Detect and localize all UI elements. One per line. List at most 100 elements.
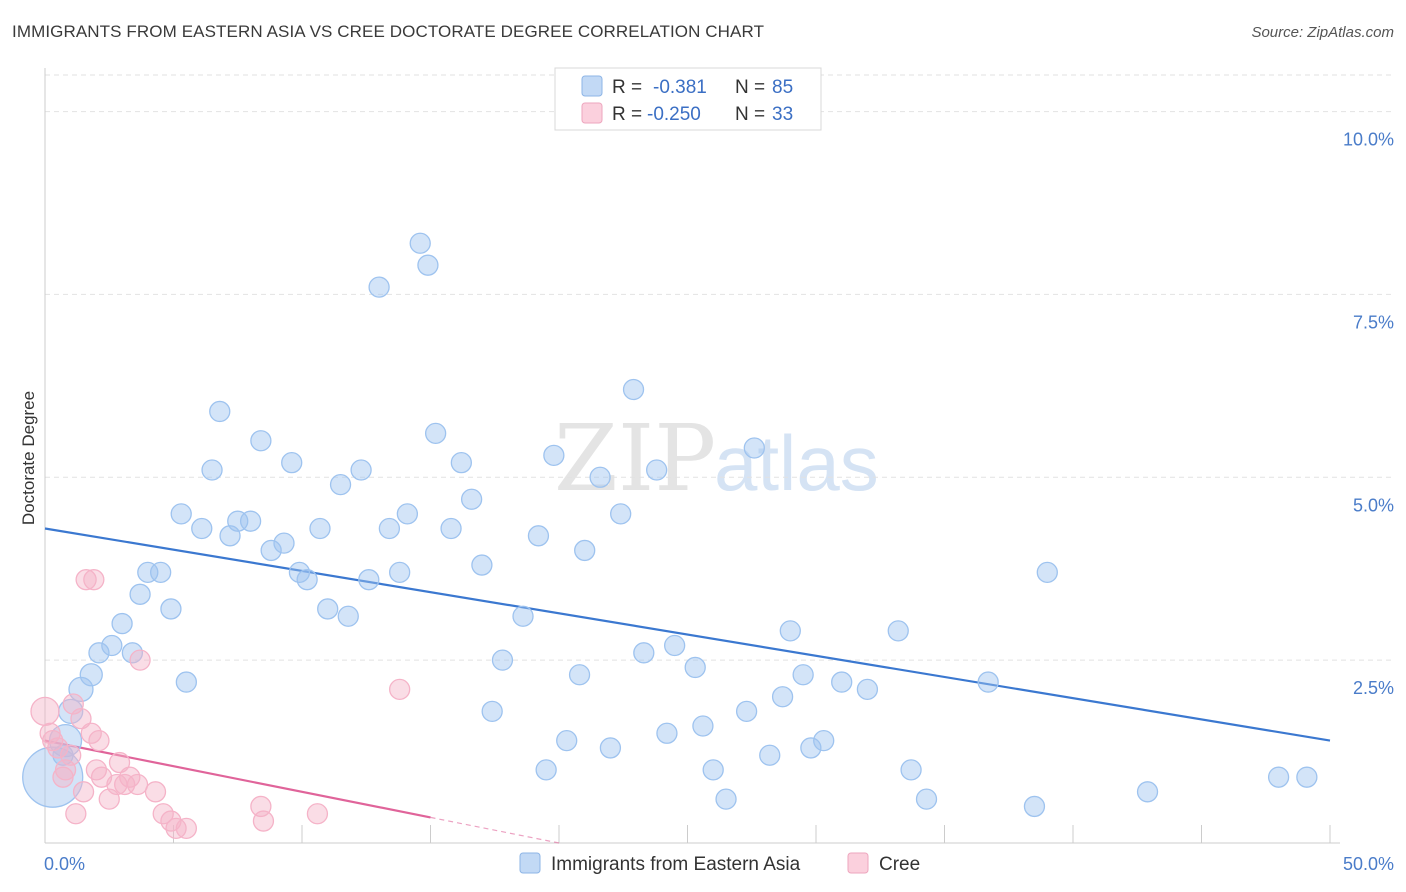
point-eastern-asia <box>1136 781 1159 803</box>
point-eastern-asia <box>527 525 550 547</box>
point-eastern-asia <box>1296 766 1318 788</box>
axes: 2.5% 5.0% 7.5% 10.0% <box>44 68 1394 844</box>
point-eastern-asia <box>111 612 133 635</box>
point-eastern-asia <box>129 583 151 605</box>
point-eastern-asia <box>622 378 645 401</box>
point-eastern-asia <box>281 452 303 474</box>
point-eastern-asia <box>149 561 172 584</box>
y-tick-label: 5.0% <box>1353 495 1394 515</box>
point-eastern-asia <box>378 517 401 540</box>
point-eastern-asia <box>409 232 431 254</box>
point-eastern-asia <box>1036 561 1058 584</box>
point-eastern-asia <box>337 605 359 627</box>
point-eastern-asia <box>191 517 213 540</box>
legend-n-label: N = <box>735 77 765 98</box>
trend-lines <box>44 527 1331 844</box>
point-eastern-asia <box>450 452 472 474</box>
point-cree <box>83 569 105 591</box>
x-tick-label-min: 0.0% <box>44 854 85 874</box>
point-eastern-asia <box>1023 795 1046 818</box>
point-cree <box>252 810 275 832</box>
point-eastern-asia <box>535 759 557 781</box>
legend-r-label: R = <box>612 104 642 125</box>
legend-n-value: 85 <box>772 77 793 98</box>
point-eastern-asia <box>296 569 318 591</box>
point-cree <box>306 803 329 825</box>
legend-r-label: R = <box>612 77 642 98</box>
point-eastern-asia <box>759 744 781 766</box>
point-eastern-asia <box>329 473 352 496</box>
point-cree <box>70 708 92 730</box>
point-cree <box>30 696 60 726</box>
point-cree <box>108 751 131 774</box>
svg-text:ZIP: ZIP <box>554 405 716 512</box>
point-eastern-asia <box>137 561 159 584</box>
point-eastern-asia <box>309 517 331 540</box>
point-eastern-asia <box>915 788 938 810</box>
point-eastern-asia <box>424 422 447 445</box>
legend-swatch-blue <box>581 75 603 97</box>
point-cree <box>72 781 95 803</box>
point-cree <box>65 803 87 825</box>
legend-r-value: -0.250 <box>647 104 701 125</box>
data-points <box>22 232 1318 840</box>
point-eastern-asia <box>664 634 686 657</box>
y-tick-label: 2.5% <box>1353 678 1394 698</box>
svg-text:atlas: atlas <box>714 419 879 507</box>
point-eastern-asia <box>440 517 462 540</box>
point-eastern-asia <box>599 737 622 759</box>
point-cree <box>126 773 149 796</box>
point-eastern-asia <box>512 605 534 627</box>
point-eastern-asia <box>543 444 565 466</box>
point-eastern-asia <box>779 620 801 642</box>
point-eastern-asia <box>887 620 909 642</box>
point-eastern-asia <box>574 539 596 562</box>
point-eastern-asia <box>1267 766 1290 788</box>
point-eastern-asia <box>800 737 822 759</box>
point-eastern-asia <box>610 503 632 525</box>
point-eastern-asia <box>656 722 678 744</box>
point-eastern-asia <box>684 656 706 679</box>
point-eastern-asia <box>227 510 249 532</box>
point-eastern-asia <box>260 539 282 562</box>
point-eastern-asia <box>239 510 262 532</box>
point-eastern-asia <box>646 459 668 481</box>
point-eastern-asia <box>101 634 123 657</box>
point-eastern-asia <box>735 700 758 722</box>
point-eastern-asia <box>491 649 514 671</box>
point-cree <box>389 678 411 701</box>
point-eastern-asia <box>368 276 390 298</box>
point-eastern-asia <box>79 663 103 687</box>
point-eastern-asia <box>201 459 223 481</box>
point-eastern-asia <box>396 503 419 525</box>
point-eastern-asia <box>160 598 182 620</box>
point-eastern-asia <box>743 437 765 459</box>
point-eastern-asia <box>977 671 999 693</box>
point-eastern-asia <box>417 254 439 276</box>
source-label: Source: ZipAtlas.com <box>1251 24 1394 41</box>
point-eastern-asia <box>831 671 853 693</box>
point-cree <box>60 744 82 766</box>
point-eastern-asia <box>350 459 372 481</box>
point-eastern-asia <box>170 503 192 525</box>
legend-n-label: N = <box>735 104 765 125</box>
point-eastern-asia <box>481 700 503 722</box>
point-eastern-asia <box>460 488 483 510</box>
point-cree <box>144 781 167 803</box>
point-cree <box>175 817 198 840</box>
series-legend: Immigrants from Eastern Asia Cree <box>519 852 920 875</box>
point-eastern-asia <box>273 532 295 554</box>
trend-line-eastern-asia <box>44 527 1331 742</box>
series-legend-swatch-pink <box>847 852 869 874</box>
series-legend-label: Cree <box>879 854 920 875</box>
point-eastern-asia <box>209 400 231 423</box>
trend-line-cree-extension <box>430 816 560 844</box>
trend-line-cree <box>44 739 431 819</box>
y-tick-label: 7.5% <box>1353 312 1394 332</box>
point-eastern-asia <box>471 554 493 576</box>
point-eastern-asia <box>771 686 794 708</box>
point-eastern-asia <box>589 466 611 488</box>
point-eastern-asia <box>715 788 737 810</box>
grid <box>45 74 1394 661</box>
